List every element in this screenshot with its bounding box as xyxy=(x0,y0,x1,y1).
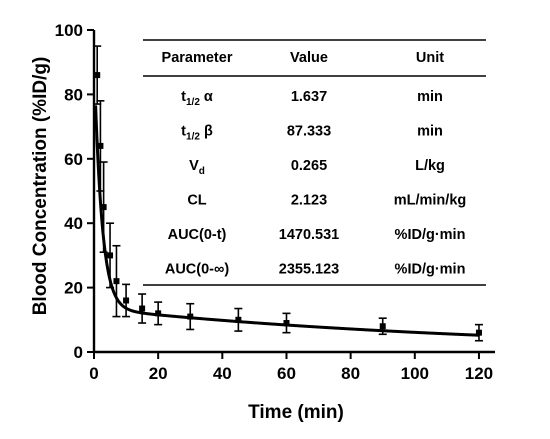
x-tick-label: 0 xyxy=(89,364,98,383)
data-point xyxy=(113,278,120,285)
table-cell-parameter: CL xyxy=(187,193,206,209)
data-point xyxy=(97,142,104,149)
table-cell-value: 87.333 xyxy=(287,124,331,140)
table-cell-unit: mL/min/kg xyxy=(394,193,467,209)
y-tick-label: 20 xyxy=(64,279,83,298)
table-cell-parameter: t1/2 α xyxy=(181,89,213,108)
data-point xyxy=(139,305,146,312)
x-tick-label: 80 xyxy=(341,364,360,383)
table-cell-value: 1.637 xyxy=(291,89,327,105)
data-point xyxy=(123,297,130,304)
parameter-main: t xyxy=(181,89,186,105)
data-series xyxy=(93,45,483,342)
data-point xyxy=(187,313,194,320)
x-tick-label: 40 xyxy=(213,364,232,383)
x-tick-label: 60 xyxy=(277,364,296,383)
parameter-main: V xyxy=(189,158,199,174)
y-axis-label: Blood Concentration (%ID/g) xyxy=(30,57,51,316)
data-point xyxy=(379,323,386,330)
y-tick-label: 100 xyxy=(55,21,83,40)
parameter-main: CL xyxy=(187,193,206,209)
data-point xyxy=(475,329,482,336)
table-cell-parameter: Vd xyxy=(189,158,205,177)
table-cell-parameter: AUC(0-∞) xyxy=(165,262,229,278)
table-header-parameter: Parameter xyxy=(162,50,233,66)
fitted-curve xyxy=(94,105,480,337)
table-cell-value: 2.123 xyxy=(291,193,327,209)
parameter-subscript: d xyxy=(199,166,205,177)
x-axis-label: Time (min) xyxy=(248,402,344,423)
table-header-unit: Unit xyxy=(416,50,444,66)
data-point xyxy=(155,310,162,317)
axes: 0 20 40 60 80 100 0 20 40 60 80 100 120 xyxy=(55,21,495,383)
table-cell-unit: %ID/g·min xyxy=(395,227,466,243)
parameter-subscript: 1/2 xyxy=(186,132,200,143)
data-point xyxy=(107,252,114,259)
y-tick-label: 40 xyxy=(64,214,83,233)
parameter-main: AUC(0-t) xyxy=(168,227,227,243)
parameter-subscript: 1/2 xyxy=(186,97,200,108)
table-cell-unit: L/kg xyxy=(415,158,445,174)
table-cell-unit: min xyxy=(417,124,443,140)
y-tick-label: 0 xyxy=(74,343,83,362)
data-point xyxy=(235,316,242,323)
table-cell-value: 0.265 xyxy=(291,158,327,174)
table-cell-parameter: t1/2 β xyxy=(181,124,213,143)
parameter-main: t xyxy=(181,124,186,140)
table-cell-unit: %ID/g·min xyxy=(395,262,466,278)
y-tick-label: 80 xyxy=(64,85,83,104)
data-point xyxy=(94,72,101,79)
parameter-suffix: α xyxy=(200,89,213,105)
data-point xyxy=(100,204,107,211)
table-cell-value: 1470.531 xyxy=(279,227,339,243)
table-cell-unit: min xyxy=(417,89,443,105)
x-tick-label: 120 xyxy=(465,364,493,383)
parameter-suffix: β xyxy=(200,124,213,140)
x-tick-label: 20 xyxy=(149,364,168,383)
parameter-main: AUC(0-∞) xyxy=(165,262,229,278)
table-cell-value: 2355.123 xyxy=(279,262,339,278)
table-cell-parameter: AUC(0-t) xyxy=(168,227,227,243)
y-tick-label: 60 xyxy=(64,150,83,169)
data-point xyxy=(283,320,290,327)
x-tick-label: 100 xyxy=(401,364,429,383)
table-header-value: Value xyxy=(290,50,328,66)
